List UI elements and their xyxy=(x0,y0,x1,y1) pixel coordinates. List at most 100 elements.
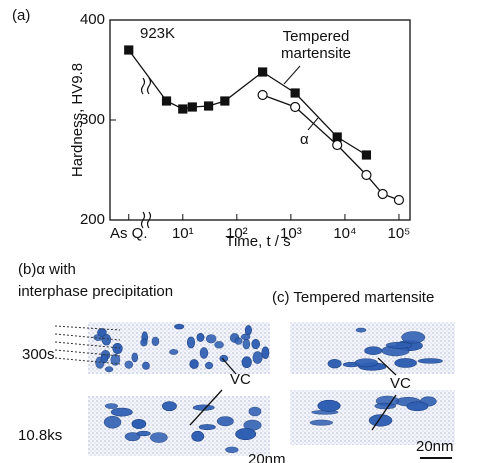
panel-title: interphase precipitation xyxy=(18,283,173,300)
precipitate xyxy=(110,407,133,417)
precipitate xyxy=(112,342,123,355)
precipitate xyxy=(186,336,196,349)
precipitates xyxy=(93,323,443,454)
precipitate xyxy=(364,346,383,355)
axis-break xyxy=(140,77,152,229)
precipitate xyxy=(225,446,239,454)
precipitate xyxy=(251,338,261,350)
precipitate xyxy=(205,334,217,344)
precipitate xyxy=(234,337,243,345)
scale-label: 20nm xyxy=(416,438,454,455)
precipitate xyxy=(189,359,199,369)
precipitate xyxy=(385,341,413,349)
scale-label: 20nm xyxy=(248,451,286,463)
precipitate xyxy=(219,354,229,363)
marker xyxy=(161,96,172,106)
arrows xyxy=(189,357,397,431)
legend-label: α xyxy=(300,131,309,148)
marker xyxy=(220,96,230,106)
precipitate xyxy=(136,430,151,437)
x-label: Time, t / s xyxy=(225,233,290,250)
x-tick-label: 10³ xyxy=(280,225,302,242)
precipitate xyxy=(131,418,147,429)
precipitate xyxy=(124,360,134,369)
precipitate xyxy=(327,359,342,369)
precipitate xyxy=(317,399,341,412)
marker xyxy=(290,88,300,98)
precipitate xyxy=(355,327,367,333)
precipitate xyxy=(103,415,122,429)
precipitate xyxy=(248,406,262,417)
annotation: 923K xyxy=(140,25,175,42)
precipitate xyxy=(406,401,429,412)
panel-title: (b)α with xyxy=(18,261,76,278)
precipitate xyxy=(196,332,205,342)
precipitate xyxy=(401,331,426,344)
marker xyxy=(361,150,372,160)
precipitate xyxy=(104,366,114,373)
precipitate xyxy=(242,338,251,350)
x-tick-label: 10⁵ xyxy=(388,225,411,242)
series-line xyxy=(128,49,367,156)
marker xyxy=(178,104,188,114)
precipitate xyxy=(104,403,118,409)
guide-lines xyxy=(54,325,121,365)
precipitate xyxy=(354,358,378,368)
precipitate xyxy=(169,349,179,355)
precipitate xyxy=(174,323,185,330)
marker xyxy=(258,67,268,77)
y-tick-label: 400 xyxy=(80,11,105,28)
leader-line xyxy=(307,117,319,131)
marker xyxy=(257,89,268,101)
precipitate xyxy=(244,325,252,336)
panel-label: (a) xyxy=(12,7,30,24)
panel-title: (c) Tempered martensite xyxy=(272,289,434,306)
precipitate xyxy=(142,361,150,370)
precipitate xyxy=(140,338,148,347)
precipitate xyxy=(261,346,270,360)
precipitate xyxy=(191,430,205,442)
precipitate xyxy=(241,356,252,369)
precipitate xyxy=(161,401,177,412)
marker xyxy=(377,188,388,200)
marker xyxy=(124,45,134,55)
precipitate xyxy=(394,358,417,368)
precipitate xyxy=(198,424,216,431)
x-tick-label: As Q. xyxy=(110,225,148,242)
precipitate xyxy=(151,336,160,346)
marker xyxy=(332,132,342,142)
annotation: VC xyxy=(230,371,251,388)
precipitate xyxy=(150,432,168,443)
precipitate xyxy=(216,416,234,427)
precipitate xyxy=(199,347,209,359)
row-label: 300s xyxy=(22,346,55,363)
precipitate xyxy=(131,352,139,363)
precipitate xyxy=(214,341,224,349)
precipitate xyxy=(252,351,263,364)
precipitate xyxy=(97,328,107,337)
precipitate xyxy=(100,354,109,364)
precipitate xyxy=(110,353,121,366)
leader-line xyxy=(283,65,301,85)
precipitate xyxy=(235,428,257,441)
precipitate xyxy=(368,414,393,427)
marker xyxy=(203,101,214,111)
marker xyxy=(332,139,343,151)
y-tick-label: 300 xyxy=(80,111,105,128)
precipitate xyxy=(205,361,214,370)
precipitate xyxy=(374,402,397,410)
precipitate xyxy=(417,358,443,364)
series-line xyxy=(262,94,400,201)
y-label: Hardness, HV9.8 xyxy=(69,63,86,177)
marker xyxy=(187,102,197,112)
x-tick-label: 10¹ xyxy=(172,225,194,242)
legend-label: Tempered martensite xyxy=(280,28,352,62)
marker xyxy=(361,169,372,181)
marker xyxy=(290,101,301,113)
precipitate xyxy=(309,419,333,426)
row-label: 10.8ks xyxy=(18,427,62,444)
x-tick-label: 10² xyxy=(226,225,248,242)
y-tick-label: 200 xyxy=(80,211,105,228)
precipitate xyxy=(124,432,141,442)
